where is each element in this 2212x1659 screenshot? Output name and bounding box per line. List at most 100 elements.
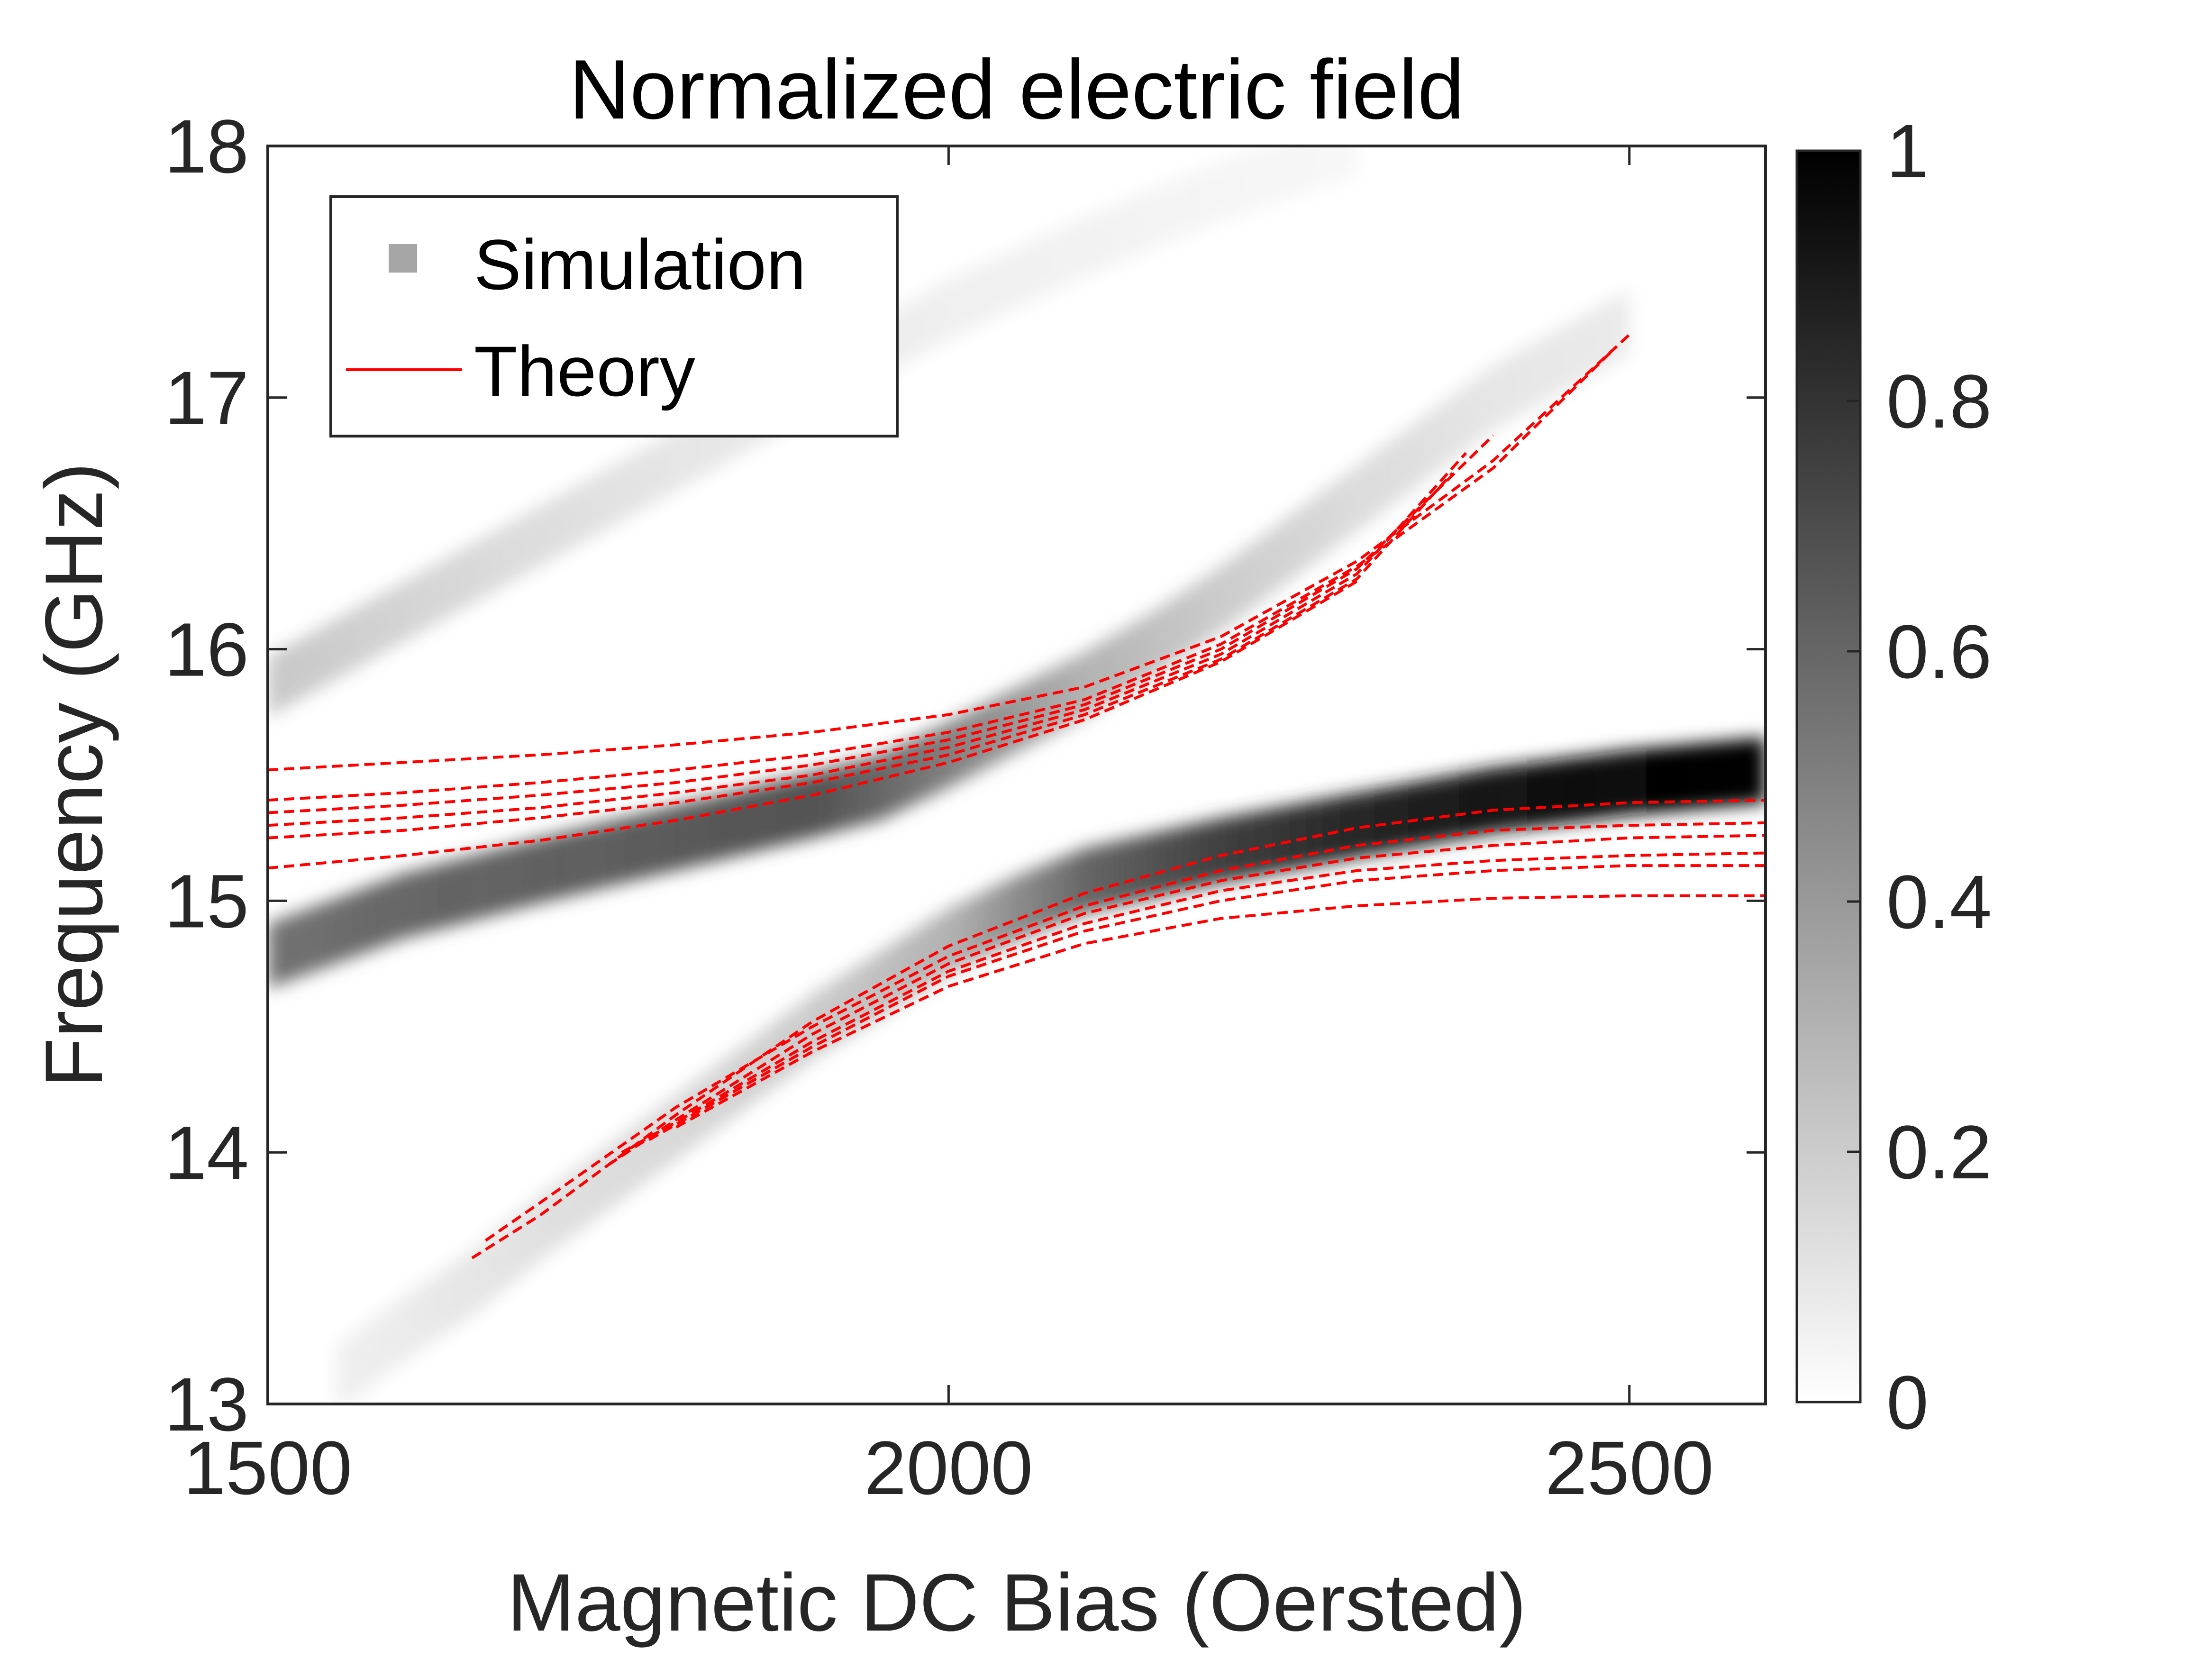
axes <box>266 145 1767 1405</box>
heatmap-cell <box>1306 497 1315 569</box>
heatmap-cell <box>1561 756 1578 824</box>
x-tick-labels: 1500 2000 2500 <box>183 1425 1714 1510</box>
heatmap-cell <box>1187 821 1204 891</box>
heatmap-cell <box>1187 583 1196 655</box>
heatmap-cell <box>591 468 609 538</box>
colorbar-tick-label: 0.6 <box>1886 609 1992 694</box>
heatmap-cell <box>523 506 540 576</box>
heatmap-cell <box>1212 566 1221 638</box>
heatmap-cell <box>1731 738 1749 806</box>
heatmap-cell <box>1238 547 1247 619</box>
heatmap-cell <box>438 860 455 930</box>
heatmap-cell <box>812 770 821 838</box>
heatmap-cell <box>1093 641 1102 712</box>
heatmap-cell <box>795 772 813 842</box>
heatmap-cell <box>1348 465 1357 538</box>
heatmap-cell <box>1620 289 1629 360</box>
heatmap-cell <box>1272 522 1281 594</box>
heatmap-cell <box>837 764 847 831</box>
heatmap-cell <box>1017 240 1034 309</box>
heatmap-cell <box>642 809 659 879</box>
heatmap-cell <box>1586 308 1595 379</box>
heatmap-cell <box>455 1256 464 1328</box>
heatmap-cell <box>1578 313 1587 383</box>
heatmap-cell <box>1136 189 1153 256</box>
heatmap-cell <box>463 1250 472 1322</box>
theory-curve <box>675 894 1766 1129</box>
heatmap-cell <box>1059 855 1068 924</box>
heatmap-cell <box>642 439 659 510</box>
heatmap-cell <box>829 766 838 834</box>
heatmap-cell <box>1595 303 1604 374</box>
y-tick-label: 13 <box>164 1362 249 1447</box>
theory-curve <box>607 834 1766 1167</box>
heatmap-cell <box>523 1202 532 1275</box>
x-tick-label: 2000 <box>864 1425 1033 1510</box>
heatmap-cell <box>1127 621 1136 692</box>
y-tick-label: 14 <box>164 1110 249 1195</box>
heatmap-cell <box>991 695 1000 766</box>
legend: Simulation Theory <box>329 195 899 438</box>
heatmap-cell <box>1204 572 1212 643</box>
heatmap-cell <box>1178 589 1187 660</box>
y-tick-labels: 13 14 15 16 17 18 <box>164 104 249 1447</box>
heatmap-cell <box>540 496 557 566</box>
heatmap-cell <box>914 289 932 359</box>
heatmap-cell <box>1101 202 1119 270</box>
heatmap-cell <box>1050 858 1059 928</box>
heatmap-cell <box>1391 434 1400 506</box>
heatmap-cell <box>965 264 983 332</box>
heatmap-cell <box>676 420 693 491</box>
heatmap-cell <box>1289 802 1306 871</box>
heatmap-cell <box>1025 868 1034 938</box>
heatmap-cell <box>744 1031 762 1110</box>
heatmap-cell <box>1170 175 1187 243</box>
heatmap-cell <box>284 638 302 708</box>
heatmap-cell <box>1680 743 1698 811</box>
heatmap-cell <box>625 813 642 883</box>
heatmap-cell <box>489 847 506 917</box>
heatmap-cell <box>659 430 676 501</box>
heatmap-cell <box>1646 747 1664 814</box>
heatmap-cell <box>1136 833 1153 902</box>
heatmap-cell <box>1416 415 1425 487</box>
heatmap-cell <box>1280 516 1289 588</box>
theory-curve <box>268 472 1454 839</box>
heatmap-cell <box>744 784 762 855</box>
heatmap-cell <box>948 904 957 974</box>
heatmap-cell <box>1119 837 1136 906</box>
heatmap-cell <box>1042 669 1051 739</box>
heatmap-cell <box>370 591 387 661</box>
heatmap-cell <box>1357 459 1366 531</box>
heatmap-cell <box>761 780 779 850</box>
heatmap-cell <box>353 1327 362 1399</box>
heatmap-cell <box>846 761 855 830</box>
heatmap-cell <box>1033 674 1042 744</box>
heatmap-cell <box>370 879 387 951</box>
heatmap-cell <box>1272 805 1289 874</box>
heatmap-cell <box>1101 840 1119 910</box>
heatmap-cell <box>727 789 745 858</box>
heatmap-cell <box>387 873 404 945</box>
heatmap-cell <box>1365 453 1375 525</box>
heatmap-cell <box>1289 146 1306 199</box>
heatmap-cell <box>1519 346 1528 416</box>
theory-curve <box>471 799 1766 1259</box>
heatmap-cell <box>1323 484 1332 556</box>
heatmap-cell <box>336 609 353 680</box>
heatmap-cell <box>472 1243 481 1316</box>
heatmap-cell <box>1714 740 1732 808</box>
theory-curve <box>268 434 1494 814</box>
heatmap-cell <box>1076 848 1085 917</box>
colorbar-tick-label: 1 <box>1886 109 1929 193</box>
heatmap-cell <box>1323 146 1340 188</box>
heatmap-cell <box>1067 216 1085 285</box>
heatmap-cell <box>1306 146 1323 193</box>
heatmap-cell <box>1476 767 1493 836</box>
heatmap-cell <box>676 801 693 871</box>
heatmap-cell <box>1544 758 1562 827</box>
heatmap-cell <box>1442 774 1459 842</box>
heatmap-cell <box>914 734 923 804</box>
heatmap-cell <box>1306 799 1323 868</box>
heatmap-cell <box>387 581 404 651</box>
